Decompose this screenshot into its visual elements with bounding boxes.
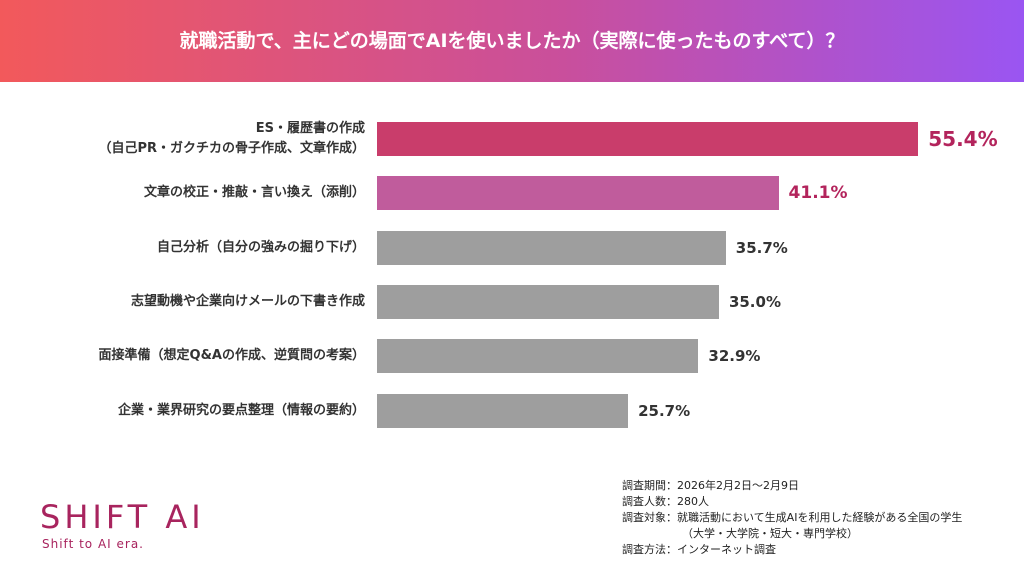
value-label: 55.4% xyxy=(928,127,998,151)
note-line: 調査方法：インターネット調査 xyxy=(622,543,776,556)
note-line: 調査対象：就職活動において生成AIを利用した経験がある全国の学生 xyxy=(622,511,963,524)
category-label: 志望動機や企業向けメールの下書き作成 xyxy=(130,293,365,309)
value-label: 35.7% xyxy=(735,238,788,257)
note-line: 調査期間：2026年2月2日〜2月9日 xyxy=(622,479,799,492)
category-label: 企業・業界研究の要点整理（情報の要約） xyxy=(117,402,365,418)
category-label: 面接準備（想定Q&Aの作成、逆質問の考案） xyxy=(98,348,365,364)
header-band xyxy=(0,0,1024,82)
bar xyxy=(377,122,919,156)
category-label: 自己分析（自分の強みの掘り下げ） xyxy=(156,239,365,255)
value-label: 41.1% xyxy=(788,183,848,204)
logo: SHIFT AI xyxy=(40,498,205,536)
value-label: 25.7% xyxy=(638,401,691,420)
bar xyxy=(377,176,779,211)
survey-notes: 調査期間：2026年2月2日〜2月9日 調査人数：280人調査対象：就職活動におい… xyxy=(622,478,962,558)
note-line: （大学・大学院・短大・専門学校） xyxy=(682,527,858,540)
note-line: 調査人数：280人 xyxy=(622,495,709,508)
bar xyxy=(377,339,699,374)
logo-tagline: Shift to AI era. xyxy=(42,537,144,551)
chart-title: 就職活動で、主にどの場面でAIを使いましたか（実際に使ったものすべて）？ xyxy=(179,30,845,52)
category-label: 文章の校正・推敲・言い換え（添削） xyxy=(143,185,365,201)
category-label: ES・履歴書の作成 （自己PR・ガクチカの骨子作成、文章作成） xyxy=(98,121,365,156)
bar xyxy=(377,393,629,428)
value-label: 35.0% xyxy=(728,292,781,311)
bar xyxy=(377,284,719,319)
bar xyxy=(377,230,726,265)
value-label: 32.9% xyxy=(708,347,761,366)
